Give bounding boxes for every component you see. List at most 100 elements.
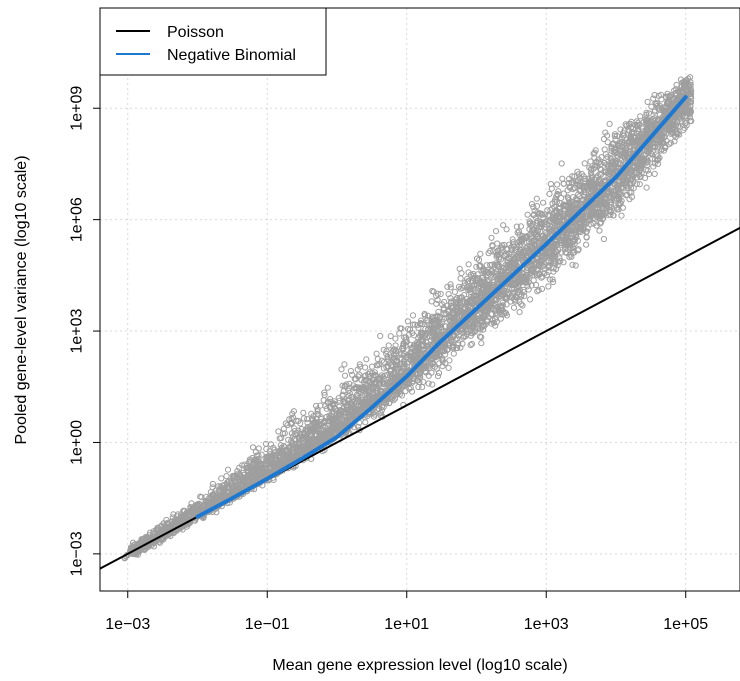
scatter-point [587, 158, 594, 165]
scatter-point [309, 440, 316, 447]
scatter-point [233, 471, 240, 478]
scatter-point [578, 216, 585, 223]
scatter-point [613, 195, 620, 202]
scatter-point [668, 92, 675, 99]
scatter-point [546, 217, 554, 224]
scatter-point [314, 406, 321, 413]
scatter-point [535, 287, 542, 294]
scatter-point [587, 216, 594, 223]
scatter-point [295, 435, 303, 442]
scatter-point [566, 243, 573, 250]
scatter-point [677, 76, 685, 83]
scatter-point [298, 425, 305, 433]
scatter-point [462, 333, 469, 340]
scatter-point [456, 265, 463, 272]
scatter-point [598, 198, 605, 205]
scatter-point [473, 255, 481, 262]
scatter-point [338, 366, 345, 373]
scatter-point [436, 320, 443, 328]
scatter-point [535, 235, 542, 242]
scatter-point [651, 91, 658, 99]
scatter-point [355, 373, 362, 380]
scatter-point [380, 381, 387, 388]
scatter-point [644, 158, 651, 166]
scatter-point [533, 195, 540, 202]
scatter-point [681, 108, 688, 115]
scatter-point [606, 120, 613, 128]
scatter-point [477, 281, 484, 288]
scatter-point [510, 304, 518, 311]
scatter-point [327, 426, 334, 433]
scatter-point [357, 401, 364, 408]
scatter-point [494, 252, 501, 259]
scatter-point [355, 395, 362, 402]
scatter-point [391, 374, 398, 381]
scatter-point [661, 134, 668, 141]
scatter-point [519, 257, 526, 264]
scatter-point [468, 326, 475, 334]
scatter-point [262, 454, 269, 462]
scatter-point [389, 363, 397, 370]
scatter-point [651, 160, 658, 167]
scatter-point [450, 344, 457, 351]
scatter-point [362, 372, 369, 379]
scatter-point [224, 466, 232, 473]
scatter-point [558, 160, 565, 167]
scatter-point [571, 173, 578, 180]
scatter-point [346, 380, 353, 387]
scatter-point [604, 139, 611, 146]
scatter-point [497, 268, 504, 275]
scatter-point [425, 372, 432, 379]
scatter-point [295, 427, 302, 434]
scatter-point [424, 317, 431, 324]
scatter-point [536, 210, 543, 217]
scatter-point [561, 246, 569, 253]
scatter-point [527, 296, 534, 303]
scatter-point [303, 441, 310, 449]
scatter-point [501, 309, 508, 316]
scatter-point [418, 330, 425, 337]
scatter-point [404, 325, 412, 332]
scatter-point [272, 454, 279, 461]
scatter-point [280, 451, 287, 459]
scatter-point [409, 329, 416, 337]
scatter-point [409, 321, 417, 328]
scatter-point [361, 373, 368, 380]
scatter-point [407, 341, 414, 348]
scatter-point [489, 243, 496, 250]
scatter-point [666, 141, 673, 148]
scatter-point [549, 276, 556, 283]
scatter-point [619, 150, 626, 157]
scatter-point [643, 184, 650, 191]
scatter-point [557, 213, 564, 220]
scatter-point [560, 259, 567, 266]
scatter-point [249, 444, 257, 451]
scatter-point [492, 272, 500, 280]
scatter-point [555, 188, 562, 195]
scatter-point [644, 98, 651, 106]
scatter-point [465, 261, 472, 268]
scatter-point [374, 355, 381, 363]
scatter-point [303, 432, 310, 440]
scatter-point [648, 103, 655, 110]
scatter-point [335, 395, 342, 402]
scatter-point [650, 163, 657, 170]
scatter-point [345, 387, 352, 394]
scatter-point [649, 155, 656, 162]
scatter-point [642, 134, 649, 141]
scatter-point [571, 237, 578, 244]
scatter-point [366, 369, 373, 376]
scatter-point [332, 417, 339, 425]
scatter-point [582, 175, 589, 182]
scatter-point [687, 85, 694, 92]
scatter-point [654, 160, 662, 167]
scatter-point [344, 416, 351, 423]
scatter-point [314, 419, 321, 426]
scatter-point [644, 118, 651, 125]
scatter-point [209, 480, 216, 488]
scatter-point [537, 270, 544, 278]
scatter-point [675, 88, 682, 95]
scatter-point [463, 284, 470, 291]
scatter-point [674, 117, 681, 125]
scatter-point [393, 389, 400, 396]
